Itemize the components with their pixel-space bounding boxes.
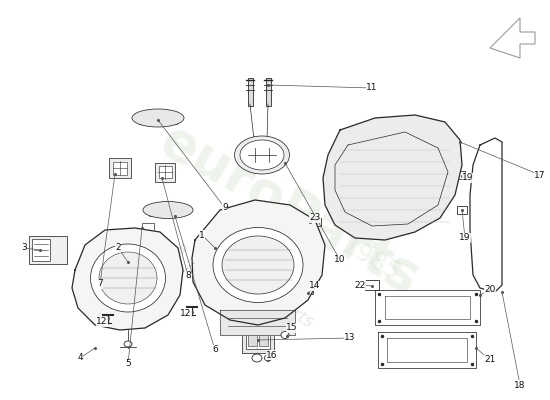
Text: 4: 4: [77, 354, 83, 362]
Text: 5: 5: [125, 360, 131, 368]
Polygon shape: [323, 115, 462, 240]
Polygon shape: [220, 310, 295, 335]
Text: 22: 22: [354, 280, 366, 290]
Text: 8: 8: [185, 272, 191, 280]
Text: 17: 17: [534, 170, 546, 180]
Bar: [168, 204, 182, 216]
Ellipse shape: [143, 202, 193, 218]
Ellipse shape: [265, 355, 272, 361]
Bar: [156, 114, 168, 122]
Bar: [139, 112, 177, 124]
Bar: [258, 334, 267, 346]
Text: 15: 15: [286, 324, 298, 332]
Text: 12: 12: [180, 308, 192, 318]
Text: 6: 6: [212, 346, 218, 354]
Text: 7: 7: [97, 280, 103, 288]
Bar: [455, 171, 465, 179]
Text: 11: 11: [366, 84, 378, 92]
Text: 18: 18: [514, 380, 526, 390]
Text: a passion for parts: a passion for parts: [173, 238, 317, 332]
Text: euroParts: euroParts: [151, 115, 429, 305]
Ellipse shape: [132, 109, 184, 127]
Bar: [248, 334, 256, 346]
Ellipse shape: [252, 354, 262, 362]
Text: 12: 12: [96, 318, 108, 326]
Bar: [365, 280, 379, 290]
Bar: [32, 239, 50, 261]
Text: 21: 21: [485, 356, 496, 364]
Bar: [113, 162, 127, 174]
Bar: [142, 223, 154, 233]
Bar: [246, 331, 270, 349]
Ellipse shape: [234, 136, 289, 174]
Text: 14: 14: [309, 282, 321, 290]
Bar: [158, 166, 172, 178]
Ellipse shape: [99, 252, 157, 304]
Bar: [457, 206, 467, 214]
Ellipse shape: [222, 236, 294, 294]
Text: 10: 10: [334, 256, 346, 264]
Bar: [155, 162, 175, 182]
Text: 19: 19: [462, 174, 474, 182]
Ellipse shape: [281, 332, 289, 338]
Text: 9: 9: [222, 204, 228, 212]
Text: 3: 3: [21, 244, 27, 252]
Text: 19: 19: [459, 234, 471, 242]
Ellipse shape: [124, 341, 132, 347]
Polygon shape: [490, 18, 535, 58]
Ellipse shape: [91, 244, 166, 312]
Bar: [266, 78, 271, 106]
Bar: [303, 286, 313, 294]
Text: 16: 16: [266, 350, 278, 360]
Text: 1985: 1985: [337, 234, 404, 286]
Ellipse shape: [240, 140, 284, 170]
Bar: [109, 158, 131, 178]
Text: 1: 1: [199, 230, 205, 240]
Text: 2: 2: [115, 244, 121, 252]
Polygon shape: [192, 200, 325, 325]
Bar: [149, 204, 163, 216]
Bar: [242, 327, 274, 353]
Text: 13: 13: [344, 334, 356, 342]
Text: 23: 23: [309, 214, 321, 222]
Bar: [248, 78, 252, 106]
Polygon shape: [72, 228, 183, 330]
Text: 20: 20: [485, 286, 496, 294]
Bar: [139, 114, 151, 122]
Ellipse shape: [213, 228, 303, 302]
Bar: [29, 236, 67, 264]
Bar: [299, 218, 321, 226]
